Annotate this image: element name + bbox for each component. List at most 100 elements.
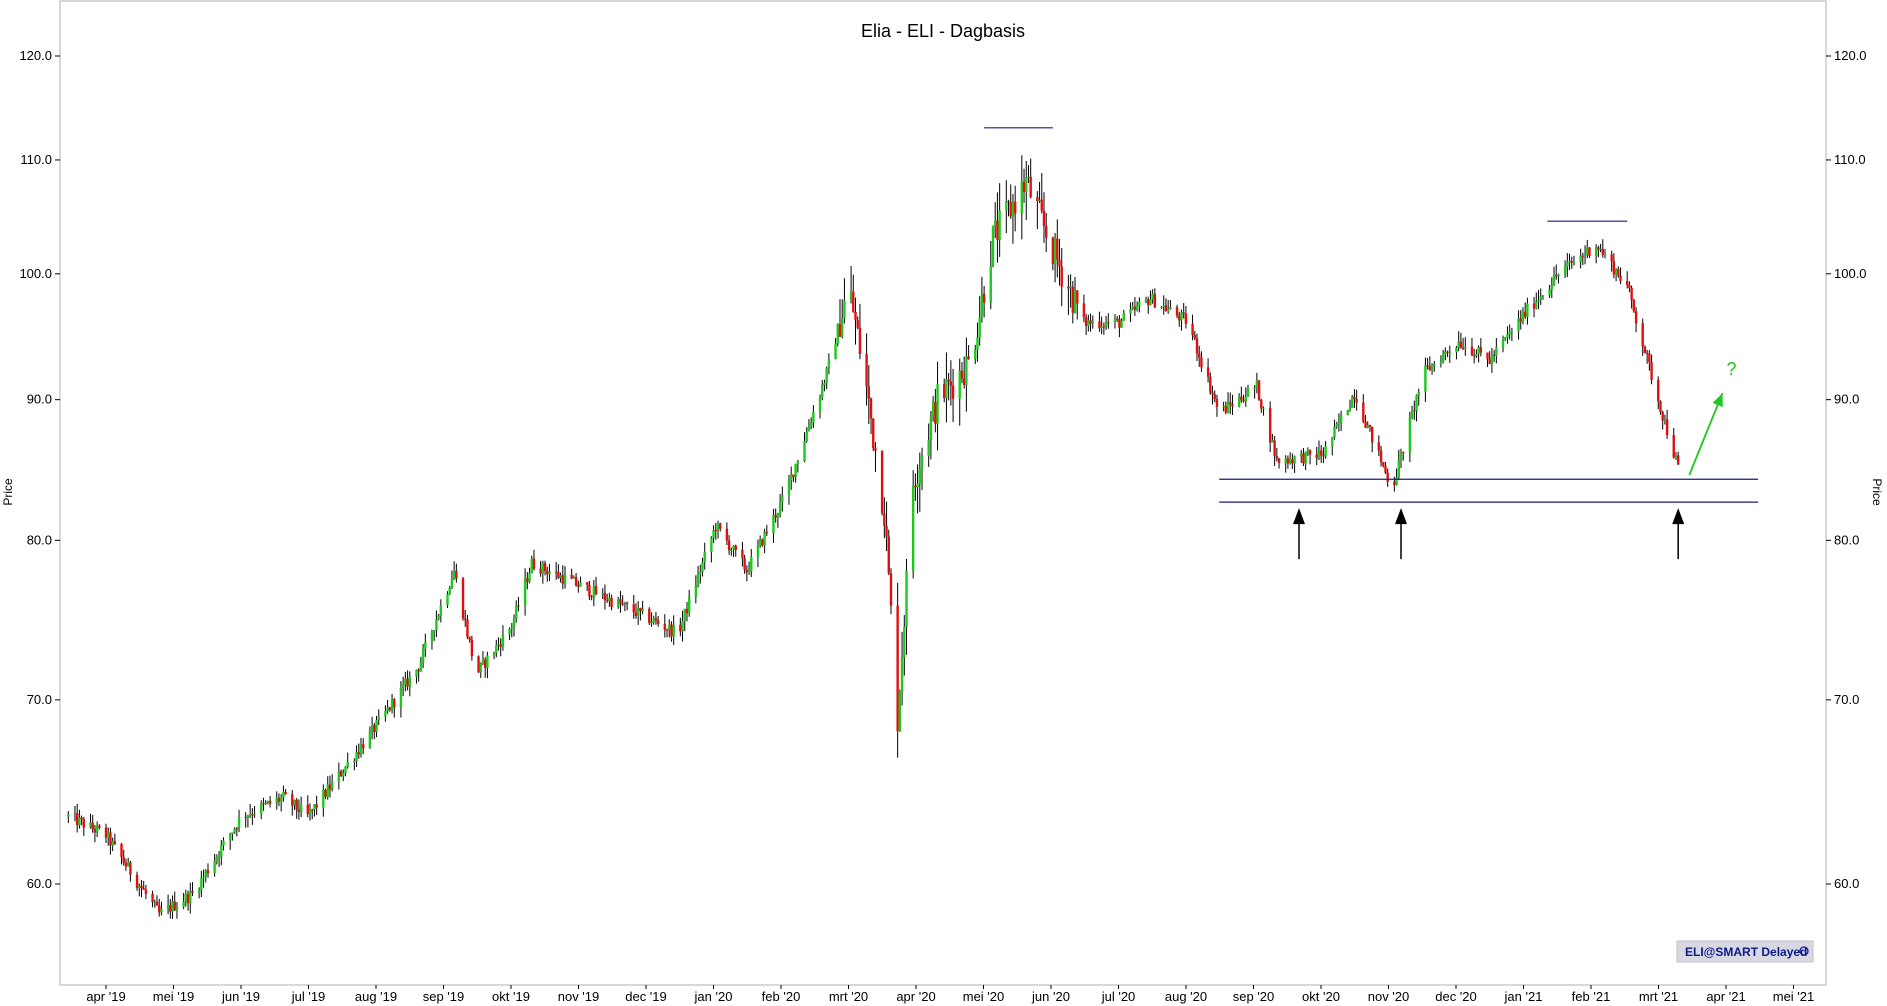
candle-body (945, 379, 948, 399)
candle-body (129, 862, 132, 875)
candle-body (605, 600, 609, 602)
candle-body (1288, 459, 1292, 464)
candle-body (1510, 331, 1514, 333)
candle-body (1129, 309, 1132, 314)
candle-body (186, 894, 190, 904)
candle-body (958, 370, 961, 399)
chart-title: Elia - ELI - Dagbasis (861, 21, 1025, 41)
candle-body (523, 578, 527, 606)
candle-body (1206, 367, 1210, 377)
candle-body (834, 343, 837, 359)
candle-body (1102, 326, 1106, 328)
candle-body (184, 894, 188, 902)
candle-body (144, 889, 148, 894)
candle-body (483, 659, 487, 669)
candle-body (1022, 181, 1026, 193)
candle-body (435, 619, 438, 631)
candle-body (1424, 365, 1427, 392)
candle-body (1268, 407, 1272, 443)
candle-body (355, 752, 358, 761)
candle-body (222, 840, 225, 846)
candle-body (621, 603, 624, 605)
candle-body (585, 582, 589, 585)
candle-body (315, 804, 318, 808)
candle-body (1073, 290, 1077, 313)
candle-body (284, 791, 287, 795)
candle-body (772, 515, 775, 534)
candle-body (419, 661, 423, 672)
candle-body (1166, 308, 1170, 311)
y-tick-label-right: 100.0 (1834, 266, 1867, 281)
candle-body (388, 707, 392, 711)
candle-body (421, 648, 425, 662)
candle-body (1448, 352, 1451, 354)
candle-body (248, 814, 252, 816)
candle-body (854, 312, 857, 321)
candle-body (625, 602, 629, 605)
candle-body (874, 448, 877, 451)
candle-body (563, 574, 567, 584)
x-tick-label: feb '21 (1572, 989, 1611, 1004)
candle-body (1384, 465, 1387, 473)
x-tick-label: mrt '20 (829, 989, 868, 1004)
candle-body (778, 502, 782, 514)
candle-body (446, 594, 449, 606)
candle-body (1393, 481, 1396, 486)
candle-body (432, 630, 436, 632)
candle-body (362, 744, 365, 749)
candle-body (976, 337, 979, 350)
candle-body (191, 891, 194, 893)
y-tick-label-right: 60.0 (1834, 876, 1859, 891)
candle-body (353, 760, 356, 763)
candle-body (1315, 454, 1318, 459)
candle-body (160, 908, 163, 913)
candle-body (384, 710, 387, 717)
candle-body (1215, 399, 1219, 407)
candle-body (339, 771, 343, 777)
x-tick-label: mei '21 (1773, 989, 1815, 1004)
candle-body (570, 574, 573, 579)
candle-body (344, 766, 347, 773)
x-tick-label: apr '19 (86, 989, 125, 1004)
x-tick-label: dec '20 (1435, 989, 1477, 1004)
y-tick-label-left: 70.0 (27, 692, 52, 707)
candle-body (246, 815, 250, 819)
candle-body (151, 893, 154, 903)
candle-body (654, 618, 658, 621)
globe-icon (1799, 946, 1809, 956)
candle-body (1612, 261, 1616, 275)
candle-body (1550, 284, 1553, 290)
x-tick-label: jan '20 (694, 989, 733, 1004)
candle-body (1198, 353, 1201, 358)
candle-body (1537, 299, 1540, 302)
candle-body (401, 684, 405, 688)
candle-body (1382, 462, 1385, 466)
x-tick-label: aug '19 (355, 989, 397, 1004)
candle-body (701, 561, 704, 573)
x-tick-label: aug '20 (1165, 989, 1207, 1004)
candle-body (1479, 347, 1483, 353)
candle-body (1625, 281, 1629, 285)
candle-body (827, 358, 831, 369)
candle-body (670, 624, 673, 637)
candle-body (1397, 459, 1400, 478)
candle-body (1005, 201, 1008, 211)
candle-body (515, 605, 518, 619)
candle-body (557, 571, 560, 578)
candle-body (1377, 442, 1381, 451)
candle-body (656, 620, 660, 624)
candle-body (80, 817, 83, 820)
candle-body (1153, 293, 1157, 308)
candle-body (617, 599, 620, 607)
candle-body (809, 422, 813, 427)
candle-body (1603, 254, 1607, 256)
candle-body (268, 800, 272, 804)
candle-body (1071, 286, 1075, 313)
candle-body (1601, 248, 1604, 255)
candle-body (89, 822, 92, 828)
candle-body (601, 592, 604, 595)
candle-body (215, 856, 219, 862)
candle-body (1648, 353, 1651, 363)
data-source-badge: ELI@SMART Delayed (1676, 940, 1814, 963)
candle-body (934, 401, 937, 424)
